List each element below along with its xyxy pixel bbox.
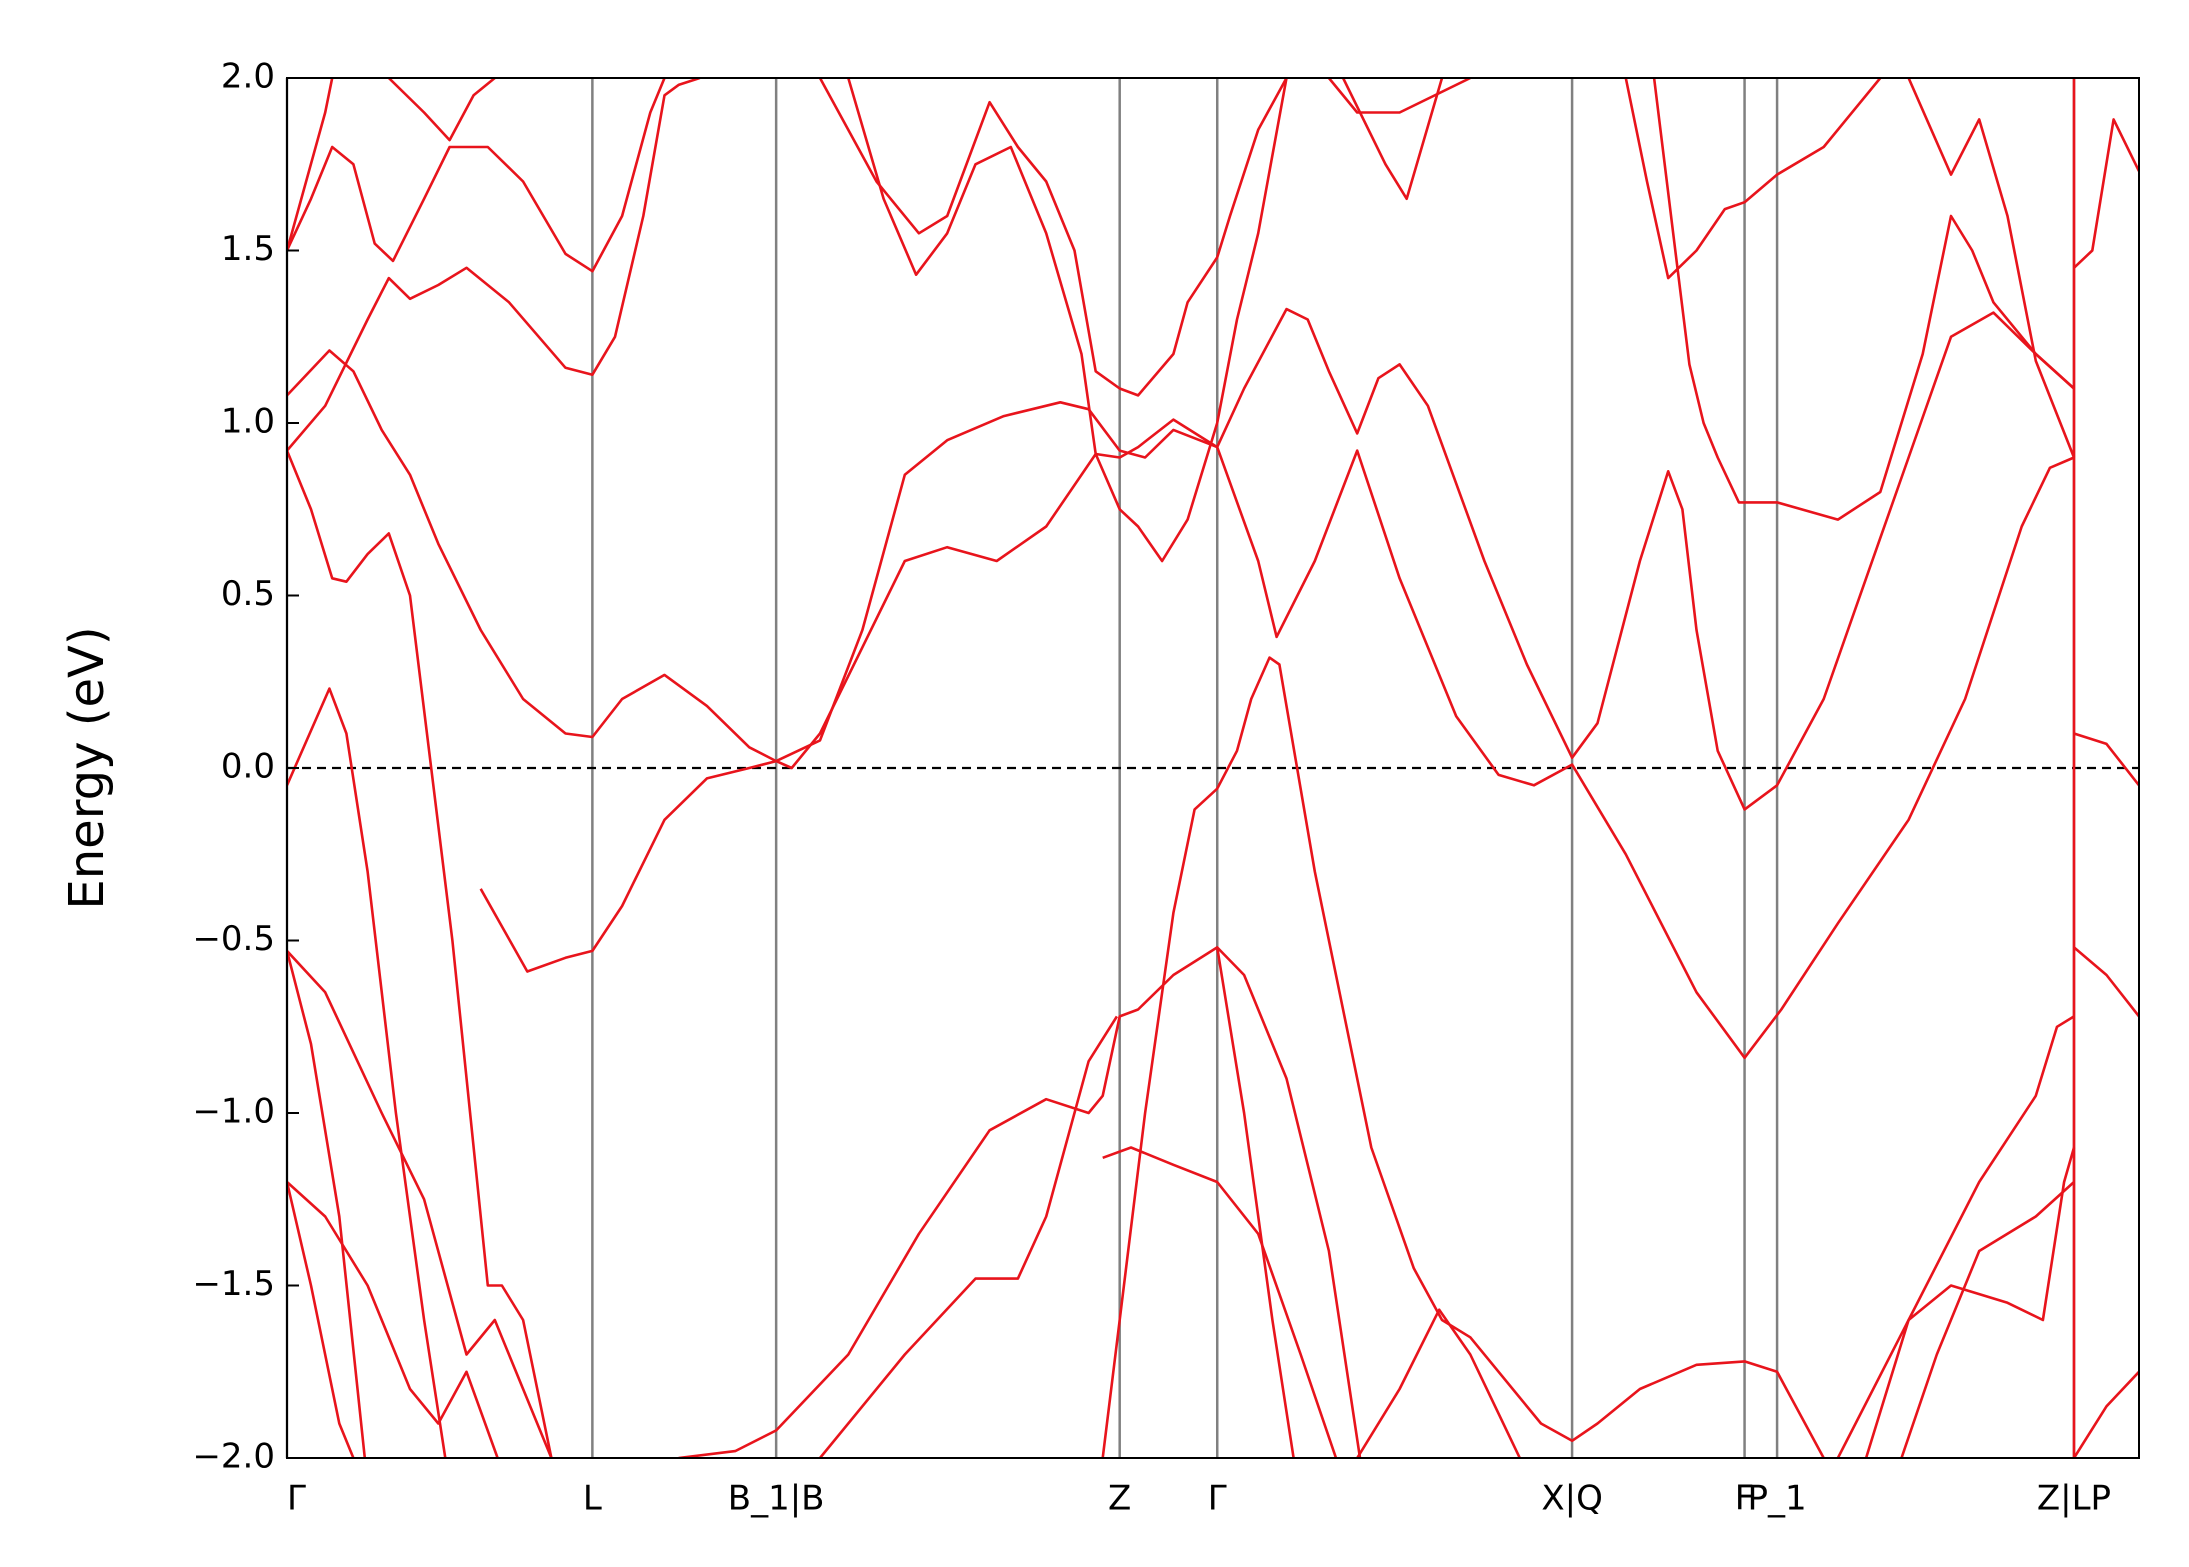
band-line [387, 78, 496, 142]
x-tick-label: L [583, 1479, 602, 1519]
band-line [1215, 947, 1295, 1458]
band-line [2073, 732, 2139, 787]
x-tick-label: F [1735, 1479, 1755, 1519]
x-tick-label: Z [1108, 1479, 1131, 1519]
band-line [287, 307, 2075, 811]
band-line [678, 946, 1362, 1458]
band-line [287, 78, 334, 251]
band-line [287, 1181, 355, 1458]
band-line [2072, 1370, 2139, 1458]
band-line [287, 687, 447, 1458]
y-tick-label: −2.0 [192, 1437, 275, 1477]
band-line [287, 450, 553, 1458]
band-line [818, 1015, 1118, 1458]
x-tick-label: Γ [287, 1479, 306, 1519]
y-tick-label: 1.0 [221, 402, 275, 442]
band-line [2073, 118, 2139, 269]
y-tick-label: −1.0 [192, 1092, 275, 1132]
band-line [287, 950, 553, 1458]
band-line [1356, 1308, 1521, 1458]
x-tick-label: Z|LP [2037, 1479, 2111, 1519]
x-tick-label: Γ [1208, 1479, 1227, 1519]
band-line [1327, 78, 1471, 114]
y-axis-label: Energy (eV) [59, 626, 115, 909]
bands [287, 78, 2139, 1458]
band-line [1864, 1147, 2076, 1458]
band-line [818, 78, 1288, 397]
x-tick-label: B_1|B [728, 1479, 825, 1519]
band-line [1900, 1181, 2075, 1458]
band-line [847, 78, 1288, 563]
band-line [287, 950, 367, 1458]
band-line [287, 78, 701, 452]
band-line [1341, 78, 1444, 201]
x-tick-label: X|Q [1541, 1479, 1603, 1519]
y-tick-label: −0.5 [192, 919, 275, 959]
y-tick-label: 2.0 [221, 57, 275, 97]
band-line [287, 78, 666, 273]
grid [285, 78, 2139, 1458]
labels: −2.0 −1.5 −1.0 −0.5 0.0 0.5 1.0 1.5 2.0 Γ L B_1|B Z Γ… [192, 57, 2111, 1519]
band-line [1102, 1146, 1338, 1458]
y-tick-label: 1.5 [221, 229, 275, 269]
band-line [1652, 78, 2075, 521]
y-tick-label: 0.5 [221, 574, 275, 614]
band-line [1907, 78, 2076, 458]
band-line [287, 1181, 499, 1458]
band-line [479, 401, 2075, 1060]
y-tick-label: 0.0 [221, 747, 275, 787]
y-tick-label: −1.5 [192, 1264, 275, 1304]
band-line [1624, 78, 1882, 280]
band-line [1101, 656, 1825, 1458]
x-tick-label: P_1 [1748, 1479, 1807, 1519]
band-line [1836, 1015, 2075, 1458]
band-line [2073, 946, 2139, 1018]
